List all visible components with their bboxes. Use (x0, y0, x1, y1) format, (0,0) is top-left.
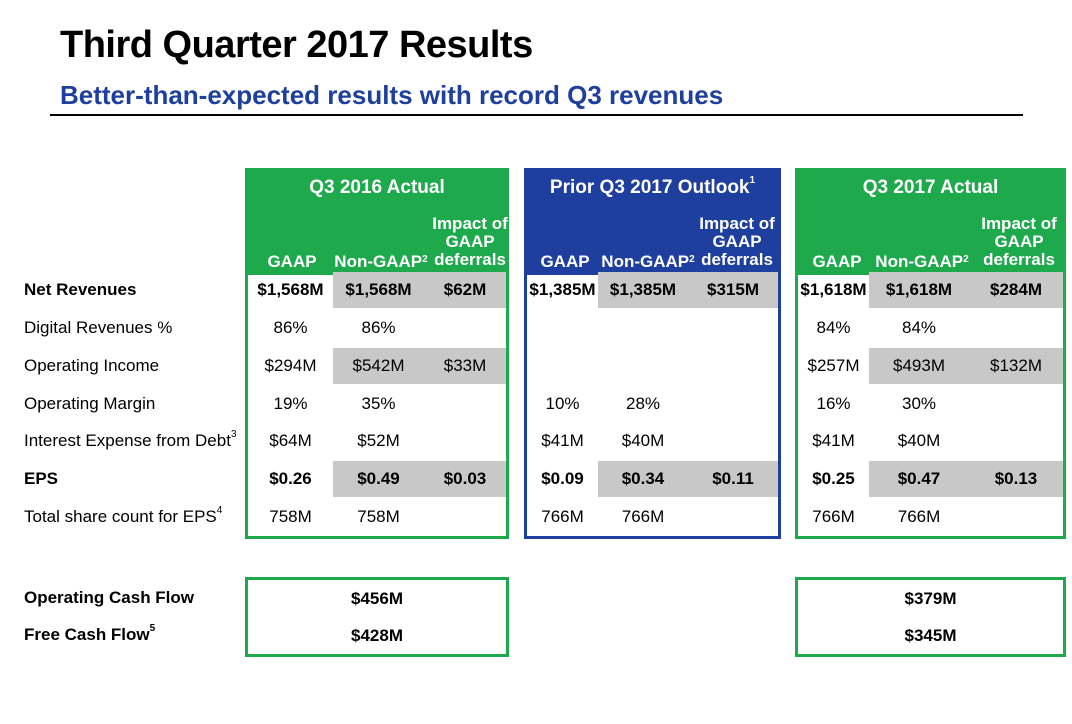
q3-2016-shares-nongaap: 758M (357, 507, 400, 526)
row-label-net-revenues: Net Revenues (24, 280, 137, 299)
q3-2016-net-rev-impact: $62M (424, 272, 506, 308)
panel-q3-2017-header: Q3 2017 Actual GAAP Non-GAAP2 Impact of G… (798, 171, 1063, 275)
q3-2016-eps-nongaap: $0.49 (333, 461, 424, 497)
q3-2017-shares-gaap: 766M (812, 507, 855, 526)
q3-2016-interest-nongaap: $52M (357, 431, 400, 450)
outlook-shares-gaap: 766M (541, 507, 584, 526)
q3-2017-opmargin-gaap: 16% (816, 394, 851, 413)
q3-2017-eps-impact: $0.13 (969, 461, 1063, 497)
q3-2016-operating-cash-flow: $456M (351, 589, 403, 608)
row-label-operating-margin: Operating Margin (24, 394, 156, 413)
col-non-gaap: Non-GAAP2 (601, 252, 695, 271)
title-divider (50, 114, 1023, 116)
row-label-operating-cash-flow: Operating Cash Flow (24, 588, 195, 607)
col-impact: Impact of GAAP deferrals (981, 214, 1057, 269)
row-label-digital-revenues: Digital Revenues % (24, 318, 173, 337)
outlook-shares-nongaap: 766M (621, 507, 665, 526)
panel-q3-2016: Q3 2016 Actual GAAP Non-GAAP2 Impact of G… (245, 168, 509, 539)
q3-2017-interest-nongaap: $40M (897, 431, 941, 450)
outlook-net-rev-impact: $315M (688, 272, 778, 308)
q3-2017-opinc-nongaap: $493M (869, 348, 969, 384)
page-subtitle: Better-than-expected results with record… (60, 80, 724, 110)
col-gaap: GAAP (812, 252, 862, 271)
q3-2017-opinc-gaap: $257M (807, 356, 860, 375)
panel-q3-2016-header: Q3 2016 Actual GAAP Non-GAAP2 Impact of G… (248, 171, 508, 275)
col-non-gaap: Non-GAAP2 (875, 252, 969, 271)
q3-2016-free-cash-flow: $428M (351, 626, 403, 645)
q3-2017-digital-nongaap: 84% (901, 318, 937, 337)
outlook-eps-nongaap: $0.34 (598, 461, 688, 497)
outlook-interest-gaap: $41M (541, 431, 584, 450)
outlook-opmargin-nongaap: 28% (625, 394, 661, 413)
q3-2016-eps-impact: $0.03 (424, 461, 506, 497)
q3-2016-net-rev-gaap: $1,568M (257, 280, 324, 299)
q3-2016-opmargin-gaap: 19% (273, 394, 308, 413)
q3-2017-free-cash-flow: $345M (904, 626, 957, 645)
q3-2016-digital-gaap: 86% (273, 318, 308, 337)
col-gaap: GAAP (267, 252, 317, 271)
q3-2016-opinc-impact: $33M (424, 348, 506, 384)
outlook-net-rev-nongaap: $1,385M (598, 272, 688, 308)
q3-2016-net-rev-nongaap: $1,568M (333, 272, 424, 308)
row-label-interest-expense: Interest Expense from Debt3 (24, 429, 237, 450)
q3-2017-net-rev-gaap: $1,618M (800, 280, 867, 299)
q3-2016-opinc-nongaap: $542M (333, 348, 424, 384)
q3-2016-opmargin-nongaap: 35% (361, 394, 396, 413)
q3-2016-digital-nongaap: 86% (361, 318, 396, 337)
q3-2017-opinc-impact: $132M (969, 348, 1063, 384)
q3-2017-net-rev-impact: $284M (969, 272, 1063, 308)
panel-outlook-2017: Prior Q3 2017 Outlook1 GAAP Non-GAAP2 Im… (524, 168, 781, 539)
outlook-eps-impact: $0.11 (688, 461, 778, 497)
col-non-gaap: Non-GAAP2 (334, 252, 428, 271)
q3-2016-opinc-gaap: $294M (264, 356, 317, 375)
panel-q3-2017: Q3 2017 Actual GAAP Non-GAAP2 Impact of G… (795, 168, 1066, 539)
row-label-eps: EPS (24, 469, 59, 488)
panel-outlook-2017-header: Prior Q3 2017 Outlook1 GAAP Non-GAAP2 Im… (527, 171, 778, 275)
col-gaap: GAAP (540, 252, 590, 271)
panel-outlook-2017-title: Prior Q3 2017 Outlook1 (549, 175, 756, 198)
q3-2016-eps-gaap: $0.26 (269, 469, 312, 488)
outlook-opmargin-gaap: 10% (545, 394, 580, 413)
q3-2017-eps-nongaap: $0.47 (869, 461, 969, 497)
q3-2016-shares-gaap: 758M (269, 507, 312, 526)
outlook-interest-nongaap: $40M (621, 431, 665, 450)
panel-q3-2017-title: Q3 2017 Actual (862, 177, 999, 198)
outlook-net-rev-gaap: $1,385M (529, 280, 596, 299)
q3-2017-operating-cash-flow: $379M (904, 589, 957, 608)
panel-q3-2016-title: Q3 2016 Actual (309, 177, 445, 198)
cashflow-q3-2016: $456M $428M (245, 577, 509, 657)
row-label-share-count: Total share count for EPS4 (24, 505, 223, 526)
q3-2016-interest-gaap: $64M (269, 431, 312, 450)
q3-2017-net-rev-nongaap: $1,618M (869, 272, 969, 308)
q3-2017-interest-gaap: $41M (812, 431, 855, 450)
q3-2017-eps-gaap: $0.25 (812, 469, 855, 488)
q3-2017-opmargin-nongaap: 30% (901, 394, 937, 413)
col-impact: Impact of GAAP deferrals (432, 214, 508, 269)
row-label-operating-income: Operating Income (24, 356, 160, 375)
page-title: Third Quarter 2017 Results (60, 24, 533, 66)
outlook-eps-gaap: $0.09 (541, 469, 584, 488)
col-impact: Impact of GAAP deferrals (699, 214, 775, 269)
q3-2017-digital-gaap: 84% (816, 318, 851, 337)
row-label-free-cash-flow: Free Cash Flow5 (24, 623, 156, 644)
cashflow-q3-2017: $379M $345M (795, 577, 1066, 657)
q3-2017-shares-nongaap: 766M (897, 507, 941, 526)
